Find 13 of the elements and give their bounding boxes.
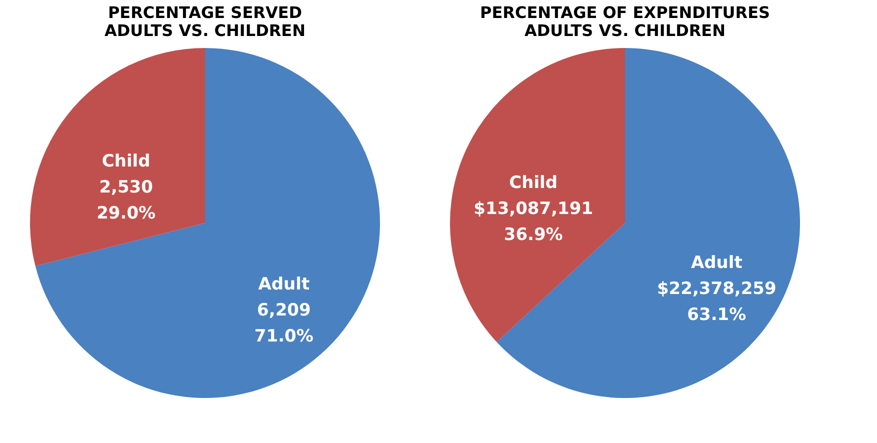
slice-label: Adult: [258, 274, 310, 294]
pie-slice: [30, 48, 205, 266]
data-label: 6,209 71.0%: [254, 300, 314, 346]
chart-title: PERCENTAGE SERVED ADULTS VS. CHILDREN: [104, 3, 306, 40]
slice-label: Adult: [690, 253, 742, 273]
pie-slice: [450, 48, 625, 342]
data-label: 2,530 29.0%: [96, 178, 156, 224]
data-label: $13,087,191 36.9%: [474, 199, 594, 245]
slice-label: Child: [509, 173, 558, 193]
pie-slice: [35, 48, 380, 398]
chart-title: PERCENTAGE OF EXPENDITURES ADULTS VS. CHILDREN: [480, 3, 770, 40]
slice-label: Child: [102, 152, 150, 172]
data-label: $22,378,259 63.1%: [656, 279, 776, 325]
